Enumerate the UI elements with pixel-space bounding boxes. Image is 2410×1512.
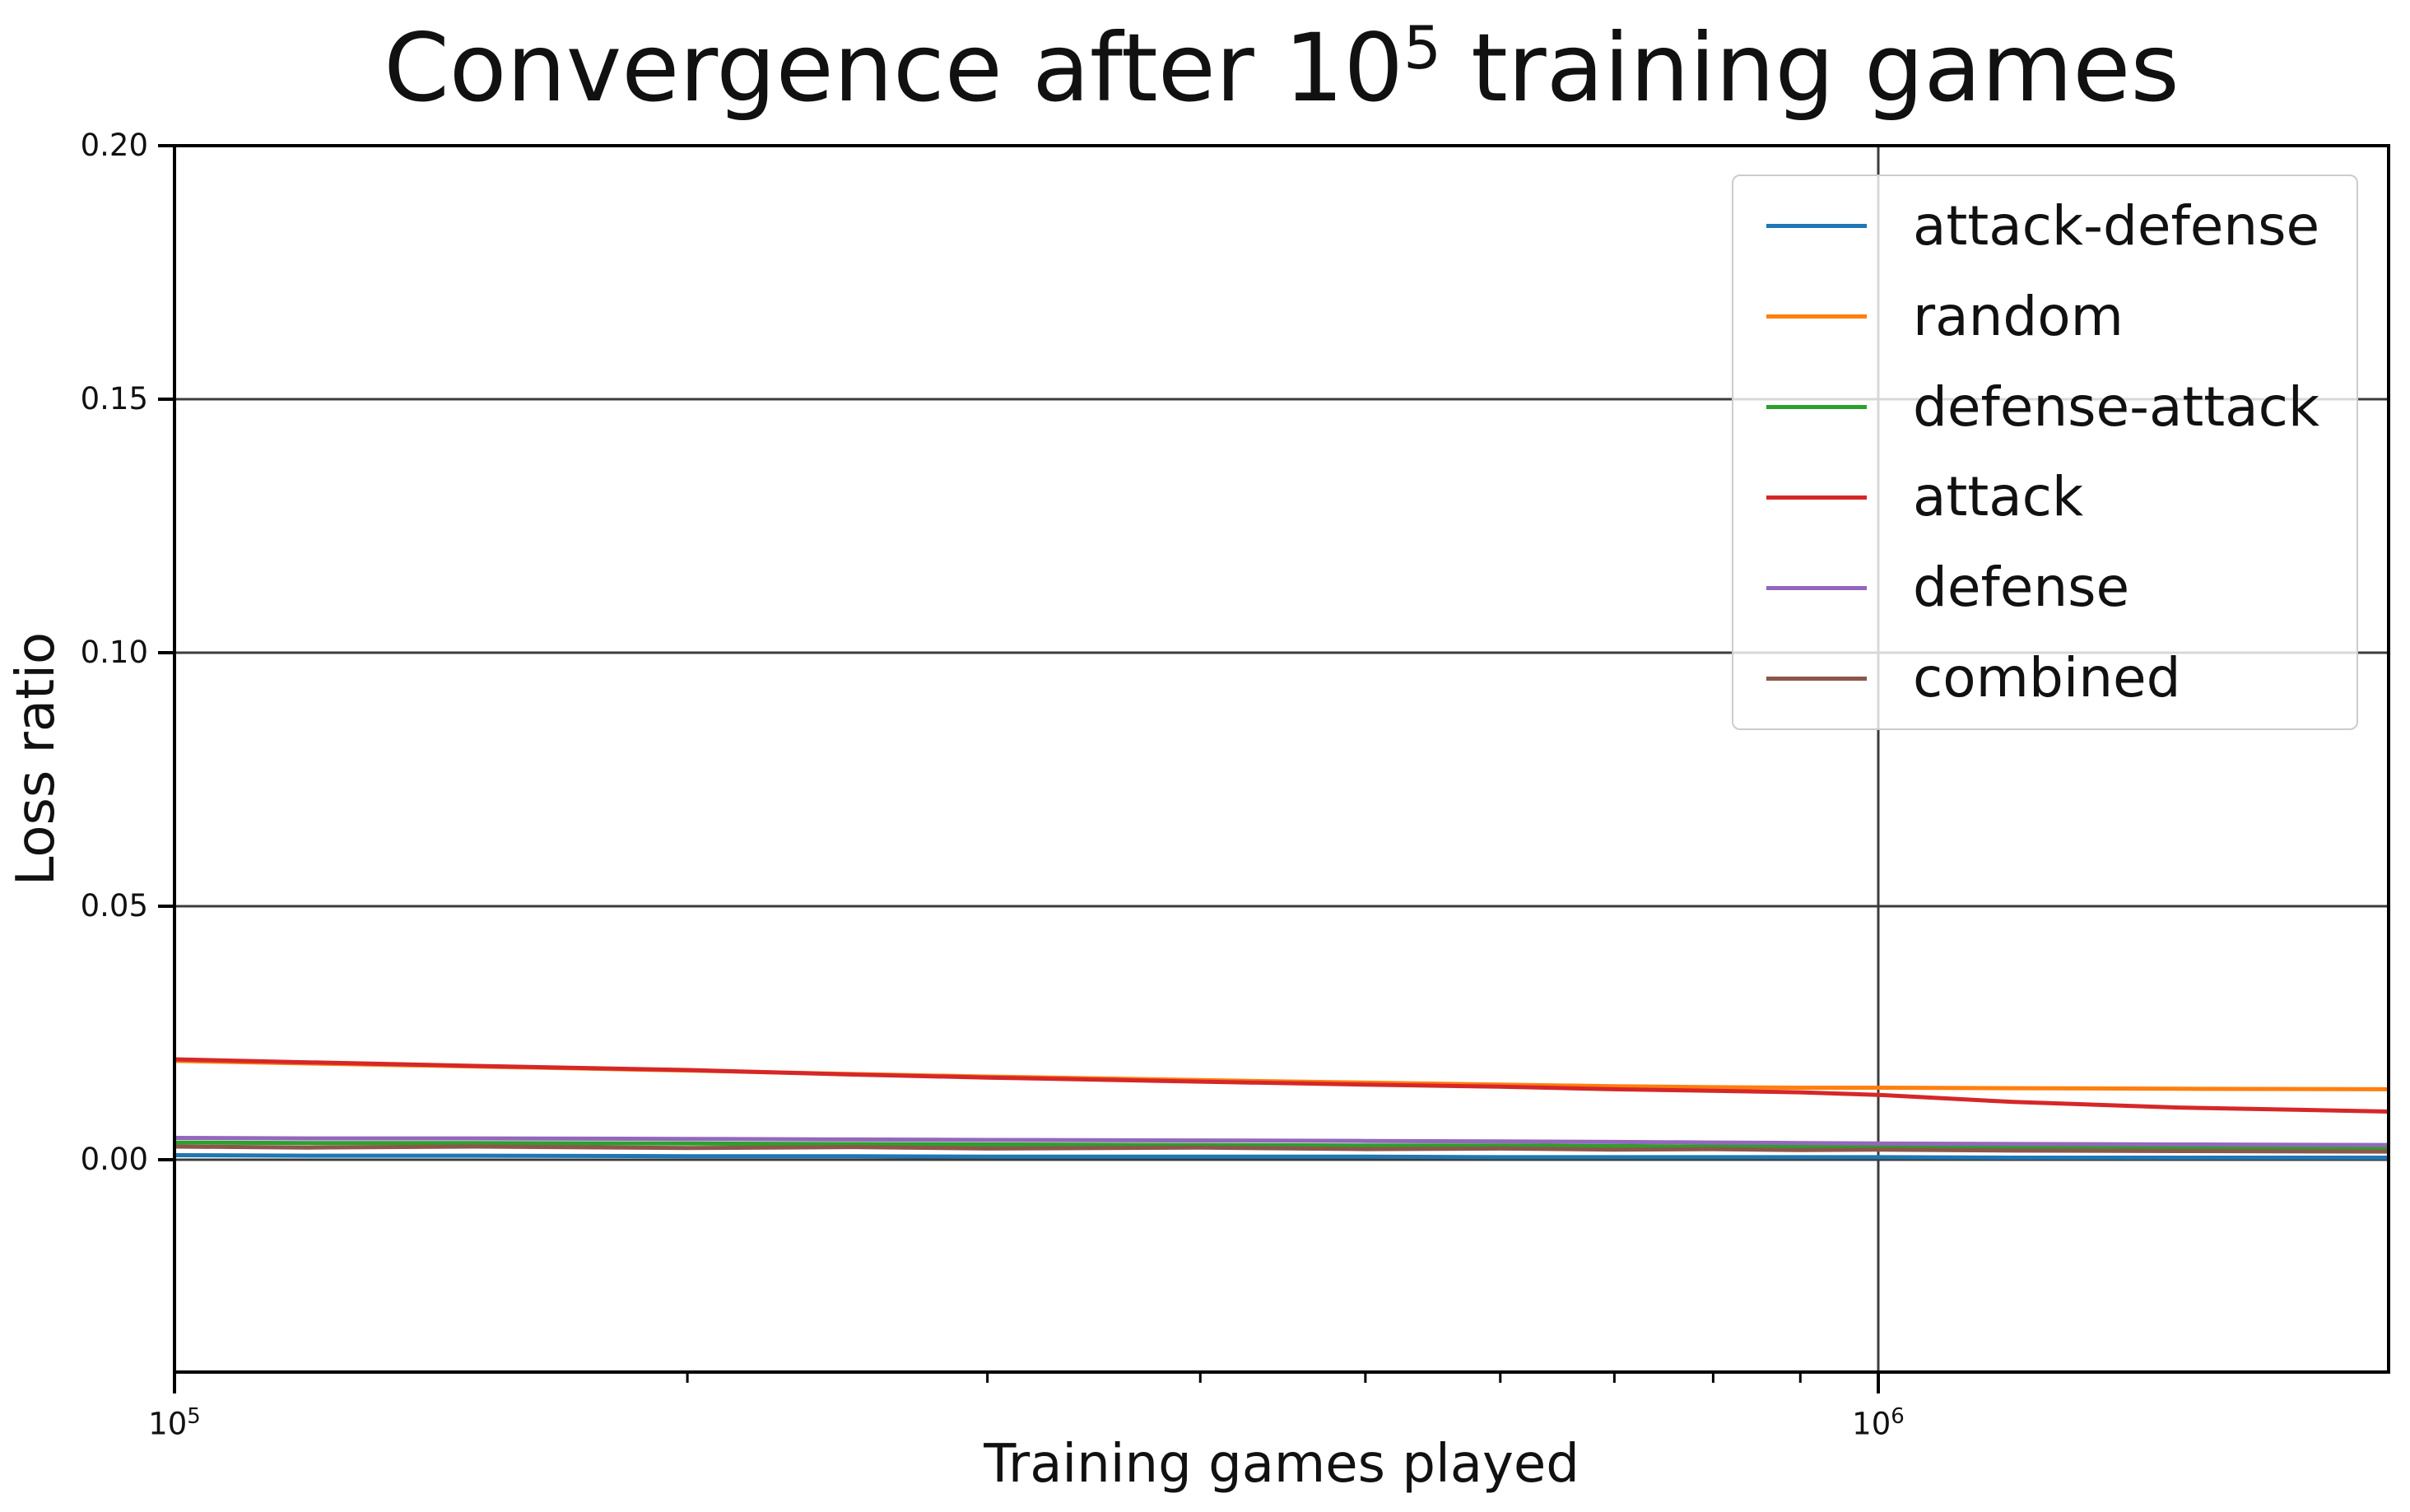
x-axis-label: Training games played	[984, 1434, 1580, 1495]
series-line-attack	[174, 1057, 2389, 1114]
legend-swatch	[1766, 495, 1867, 500]
legend-label: defense-attack	[1913, 375, 2320, 439]
chart-title-superscript: 5	[1403, 13, 1441, 82]
legend-item-attack: attack	[1733, 470, 2356, 524]
chart-title: Convergence after 105 training games	[174, 18, 2389, 115]
legend-item-defense: defense	[1733, 561, 2356, 615]
x-tick-label: 106	[1852, 1404, 1905, 1442]
y-tick-label: 0.20	[80, 128, 148, 163]
legend-label: defense	[1913, 556, 2130, 620]
series-line-attack-defense	[174, 1153, 2389, 1160]
chart-title-suffix: training games	[1440, 13, 2180, 123]
legend-swatch	[1766, 314, 1867, 319]
y-tick-label: 0.00	[80, 1142, 148, 1177]
legend-label: random	[1913, 284, 2124, 348]
chart-title-text: Convergence after 10	[384, 13, 1404, 123]
y-tick-label: 0.10	[80, 635, 148, 670]
legend-label: combined	[1913, 646, 2181, 710]
legend-swatch	[1766, 585, 1867, 590]
legend-item-defense-attack: defense-attack	[1733, 375, 2356, 439]
legend-swatch	[1766, 224, 1867, 229]
legend-swatch	[1766, 405, 1867, 410]
y-tick-label: 0.15	[80, 381, 148, 416]
legend-label: attack-defense	[1913, 193, 2320, 258]
legend-item-random: random	[1733, 284, 2356, 348]
y-tick-label: 0.05	[80, 888, 148, 923]
x-tick-label: 105	[148, 1404, 201, 1442]
axes-frame	[173, 144, 2390, 1374]
legend: attack-defense random defense-attack attack…	[1732, 174, 2358, 730]
legend-swatch	[1766, 676, 1867, 681]
legend-label: attack	[1913, 465, 2084, 529]
series-line-defense-attack	[174, 1140, 2389, 1151]
series-line-defense	[174, 1136, 2389, 1147]
series-line-combined	[174, 1144, 2389, 1154]
legend-item-combined: combined	[1733, 651, 2356, 705]
legend-item-attack-defense: attack-defense	[1733, 193, 2356, 258]
